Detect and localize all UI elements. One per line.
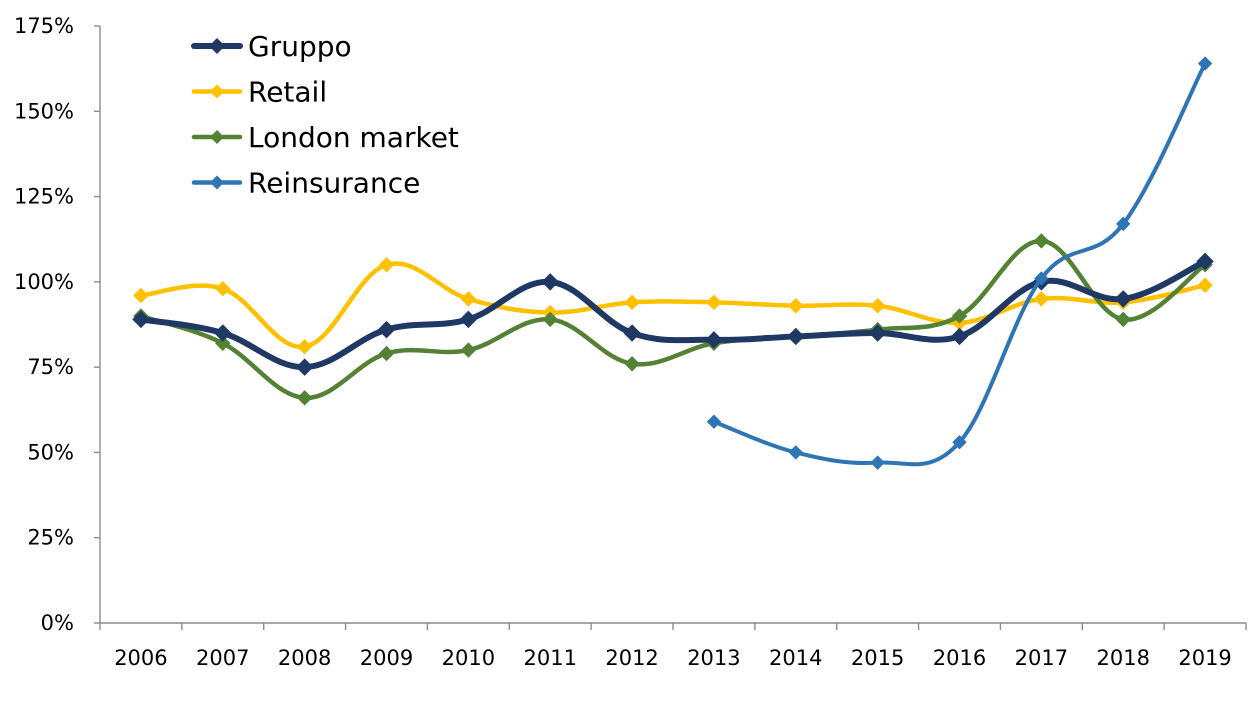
point-london-market-2011: [542, 311, 558, 328]
legend-label-retail: Retail: [248, 76, 327, 109]
x-tick-label-2011: 2011: [523, 646, 576, 670]
x-tick-label-2013: 2013: [687, 646, 740, 670]
y-tick-label: 150%: [14, 99, 74, 123]
point-retail-2009: [378, 257, 395, 273]
point-gruppo-2016: [950, 327, 969, 346]
series-line-london-market: [138, 238, 1208, 401]
point-gruppo-2018: [1114, 290, 1132, 308]
point-reinsurance-2013: [706, 414, 722, 429]
legend: Gruppo Retail London market Reinsurance: [191, 30, 459, 200]
legend-marker-gruppo: [209, 38, 225, 54]
point-gruppo-2010: [459, 310, 478, 329]
series-layer: [132, 56, 1214, 470]
point-london-market-2018: [1115, 311, 1131, 328]
x-tick-label-2017: 2017: [1015, 646, 1068, 670]
x-tick-label-2007: 2007: [196, 646, 249, 670]
x-tick-label-2009: 2009: [360, 646, 413, 670]
x-tick-label-2010: 2010: [442, 646, 495, 670]
point-reinsurance-2015: [870, 455, 885, 470]
series-reinsurance: [706, 56, 1213, 470]
y-tick-label: 25%: [27, 526, 74, 550]
point-retail-2015: [869, 298, 886, 314]
point-retail-2014: [788, 298, 804, 314]
series-line-reinsurance: [711, 61, 1208, 467]
point-gruppo-2007: [214, 324, 232, 342]
y-tick-label: 125%: [14, 185, 74, 209]
point-gruppo-2011: [541, 273, 559, 291]
point-reinsurance-2017: [1034, 271, 1049, 286]
legend-marker-reinsurance: [210, 175, 224, 190]
point-retail-2019: [1197, 277, 1213, 293]
y-tick-label: 0%: [41, 611, 74, 635]
point-retail-2017: [1033, 291, 1050, 307]
x-tick-label-2008: 2008: [278, 646, 331, 670]
point-retail-2012: [624, 294, 640, 311]
x-tick-label-2015: 2015: [851, 646, 904, 670]
legend-item-gruppo: Gruppo: [191, 30, 352, 63]
x-tick-label-2016: 2016: [933, 646, 986, 670]
legend-label-london-market: London market: [248, 121, 459, 154]
point-reinsurance-2014: [788, 445, 803, 460]
point-retail-2010: [460, 291, 477, 307]
point-london-market-2016: [951, 308, 968, 324]
point-gruppo-2012: [623, 324, 641, 342]
x-tick-label-2019: 2019: [1178, 646, 1231, 670]
point-gruppo-2009: [377, 320, 396, 339]
point-gruppo-2014: [787, 327, 805, 346]
y-tick-label: 50%: [27, 440, 74, 464]
point-retail-2013: [706, 294, 722, 311]
point-london-market-2007: [215, 335, 231, 351]
point-retail-2006: [133, 287, 149, 304]
legend-marker-london-market: [210, 130, 224, 144]
point-london-market-2009: [378, 345, 395, 362]
x-tick-label-2012: 2012: [605, 646, 658, 670]
point-retail-2008: [296, 338, 313, 355]
legend-item-retail: Retail: [191, 76, 327, 109]
point-gruppo-2013: [705, 331, 723, 349]
series-gruppo: [132, 252, 1214, 376]
x-tick-label-2006: 2006: [114, 646, 167, 670]
point-london-market-2017: [1033, 233, 1050, 249]
point-gruppo-2006: [132, 310, 150, 329]
y-tick-label: 75%: [27, 355, 74, 379]
point-reinsurance-2019: [1197, 56, 1213, 71]
axes: 0% 25% 50% 75% 100% 125% 150% 175% 2006 2007 2008 2…: [14, 14, 1247, 670]
legend-item-reinsurance: Reinsurance: [191, 167, 420, 200]
legend-label-gruppo: Gruppo: [248, 30, 352, 63]
point-gruppo-2008: [295, 358, 314, 376]
legend-marker-retail: [210, 84, 224, 99]
legend-item-london-market: London market: [191, 121, 459, 154]
x-tick-label-2018: 2018: [1096, 646, 1149, 670]
y-tick-label: 100%: [14, 270, 74, 294]
point-reinsurance-2018: [1116, 216, 1131, 232]
x-tick-label-2014: 2014: [769, 646, 822, 670]
y-tick-label: 175%: [14, 14, 74, 38]
point-gruppo-2015: [868, 324, 887, 342]
point-gruppo-2019: [1196, 252, 1214, 271]
point-london-market-2008: [296, 390, 313, 406]
point-retail-2007: [215, 280, 231, 297]
point-london-market-2012: [624, 356, 640, 372]
point-london-market-2010: [460, 342, 477, 358]
legend-label-reinsurance: Reinsurance: [248, 167, 420, 200]
series-london-market: [133, 233, 1213, 406]
point-reinsurance-2016: [952, 434, 967, 450]
series-line-gruppo: [137, 258, 1209, 371]
